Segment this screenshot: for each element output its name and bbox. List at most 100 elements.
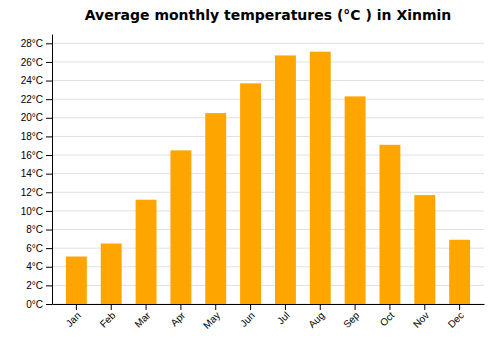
x-tick-mark [250, 304, 251, 310]
grid-line [52, 99, 484, 100]
y-tick: 0°C [26, 299, 52, 310]
y-tick: 6°C [26, 243, 52, 254]
x-tick: Jul [275, 304, 292, 326]
y-tick-label: 24°C [21, 75, 43, 86]
y-tick: 24°C [21, 75, 52, 86]
x-tick: Apr [168, 304, 187, 328]
x-tick-label: Jan [64, 310, 83, 329]
y-tick-mark [46, 136, 52, 137]
y-tick: 18°C [21, 131, 52, 142]
x-axis-line [53, 304, 485, 305]
marks [66, 52, 470, 304]
y-tick-mark [46, 155, 52, 156]
bar [345, 96, 366, 304]
x-tick-mark [285, 304, 286, 310]
bar [379, 145, 400, 304]
x-tick: Jan [64, 304, 83, 329]
grid-line [52, 43, 484, 44]
y-tick-mark [46, 174, 52, 175]
y-tick: 28°C [21, 38, 52, 49]
x-tick: Mar [132, 304, 152, 330]
x-tick-mark [76, 304, 77, 310]
y-tick: 2°C [26, 280, 52, 291]
y-tick-label: 8°C [26, 224, 43, 235]
x-tick-label: Oct [378, 310, 397, 329]
x-tick: Jun [238, 304, 257, 329]
grid-line [52, 61, 484, 62]
grid-line [52, 136, 484, 137]
bar [170, 150, 191, 304]
x-tick-mark [146, 304, 147, 310]
y-tick-mark [46, 99, 52, 100]
x-tick-label: May [201, 310, 222, 331]
y-tick: 4°C [26, 261, 52, 272]
bar [449, 240, 470, 304]
x-tick-label: Dec [446, 310, 466, 330]
y-tick: 20°C [21, 112, 52, 123]
bar [205, 113, 226, 304]
bar [414, 195, 435, 304]
bar [240, 83, 261, 304]
x-tick: Nov [411, 304, 431, 330]
x-tick-mark [180, 304, 181, 310]
y-tick-mark [46, 62, 52, 63]
grid-line [52, 117, 484, 118]
x-tick: Sep [341, 304, 362, 330]
y-tick-mark [46, 285, 52, 286]
x-tick: Oct [378, 304, 397, 328]
y-tick-label: 20°C [21, 112, 43, 123]
y-tick-mark [46, 118, 52, 119]
y-tick-label: 18°C [21, 131, 43, 142]
x-tick-label: Jul [275, 310, 292, 327]
y-tick-label: 28°C [21, 38, 43, 49]
chart: 0°C2°C4°C6°C8°C10°C12°C14°C16°C18°C20°C2… [0, 0, 500, 350]
x-tick-mark [459, 304, 460, 310]
x-tick-label: Feb [98, 309, 118, 329]
grid-line [52, 173, 484, 174]
y-tick-label: 16°C [21, 150, 43, 161]
y-tick-mark [46, 81, 52, 82]
y-tick-mark [46, 43, 52, 44]
x-tick-mark [424, 304, 425, 310]
y-tick: 16°C [21, 150, 52, 161]
bar [66, 257, 87, 304]
x-tick-mark [389, 304, 390, 310]
x-tick: Dec [446, 304, 466, 330]
x-tick: Feb [98, 304, 118, 330]
x-tick-mark [215, 304, 216, 310]
y-axis: 0°C2°C4°C6°C8°C10°C12°C14°C16°C18°C20°C2… [21, 35, 53, 310]
y-tick: 14°C [21, 168, 52, 179]
grid [52, 43, 484, 304]
y-tick-label: 26°C [21, 57, 43, 68]
x-tick-label: Mar [132, 309, 152, 329]
bar [101, 243, 122, 304]
y-tick-label: 6°C [26, 243, 43, 254]
y-tick-label: 0°C [26, 299, 43, 310]
x-tick-label: Aug [306, 310, 326, 330]
x-tick: Aug [306, 304, 326, 330]
plot: 0°C2°C4°C6°C8°C10°C12°C14°C16°C18°C20°C2… [21, 35, 485, 331]
x-tick-mark [355, 304, 356, 310]
y-tick-mark [46, 211, 52, 212]
title: Average monthly temperatures (°C ) in Xi… [85, 7, 452, 23]
x-tick-label: Nov [411, 310, 431, 330]
x-tick-label: Jun [238, 310, 257, 329]
x-axis: Jan Feb Mar Apr May Jun Jul Aug Sep Oct Nov Dec [53, 304, 485, 331]
y-tick-label: 10°C [21, 206, 43, 217]
x-tick-mark [111, 304, 112, 310]
x-tick-mark [320, 304, 321, 310]
y-tick-mark [46, 267, 52, 268]
y-tick-label: 4°C [26, 261, 43, 272]
y-tick-mark [46, 248, 52, 249]
x-tick-label: Sep [341, 309, 362, 330]
x-tick: May [201, 304, 222, 331]
y-tick-label: 14°C [21, 168, 43, 179]
bar [275, 55, 296, 304]
y-tick-mark [46, 230, 52, 231]
x-tick-label: Apr [168, 309, 187, 328]
y-tick: 22°C [21, 94, 52, 105]
y-tick: 8°C [26, 224, 52, 235]
grid-line [52, 192, 484, 193]
grid-line [52, 155, 484, 156]
y-tick-label: 2°C [26, 280, 43, 291]
